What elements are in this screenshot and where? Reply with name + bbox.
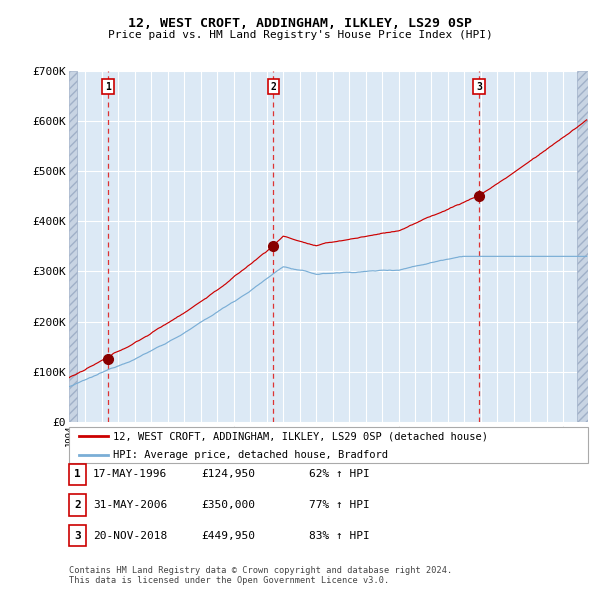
Text: Price paid vs. HM Land Registry's House Price Index (HPI): Price paid vs. HM Land Registry's House … (107, 30, 493, 40)
Text: HPI: Average price, detached house, Bradford: HPI: Average price, detached house, Brad… (113, 450, 388, 460)
Text: 17-MAY-1996: 17-MAY-1996 (93, 470, 167, 479)
Text: 83% ↑ HPI: 83% ↑ HPI (309, 531, 370, 540)
Text: 2: 2 (74, 500, 81, 510)
Text: £449,950: £449,950 (201, 531, 255, 540)
Text: 3: 3 (74, 531, 81, 540)
Text: 1: 1 (74, 470, 81, 479)
Text: 2: 2 (271, 81, 277, 91)
Text: 1: 1 (105, 81, 111, 91)
Text: 12, WEST CROFT, ADDINGHAM, ILKLEY, LS29 0SP: 12, WEST CROFT, ADDINGHAM, ILKLEY, LS29 … (128, 17, 472, 30)
Bar (577, 71, 588, 422)
Bar (69, 71, 77, 422)
Text: Contains HM Land Registry data © Crown copyright and database right 2024.
This d: Contains HM Land Registry data © Crown c… (69, 566, 452, 585)
Text: £350,000: £350,000 (201, 500, 255, 510)
Text: 3: 3 (476, 81, 482, 91)
Text: 77% ↑ HPI: 77% ↑ HPI (309, 500, 370, 510)
Text: £124,950: £124,950 (201, 470, 255, 479)
FancyBboxPatch shape (69, 427, 588, 463)
Text: 31-MAY-2006: 31-MAY-2006 (93, 500, 167, 510)
Text: 12, WEST CROFT, ADDINGHAM, ILKLEY, LS29 0SP (detached house): 12, WEST CROFT, ADDINGHAM, ILKLEY, LS29 … (113, 431, 488, 441)
Text: 20-NOV-2018: 20-NOV-2018 (93, 531, 167, 540)
Text: 62% ↑ HPI: 62% ↑ HPI (309, 470, 370, 479)
